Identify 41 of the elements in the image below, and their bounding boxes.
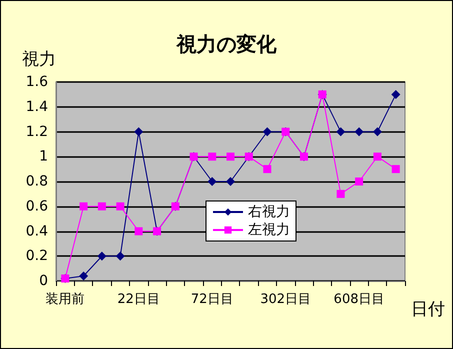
x-axis-title: 日付: [411, 300, 445, 320]
x-tick-label: 装用前: [46, 292, 85, 307]
point: [336, 127, 346, 136]
point: [208, 177, 217, 186]
point: [98, 202, 106, 210]
point: [134, 127, 144, 136]
chart-title: 視力の変化: [176, 32, 278, 56]
point: [97, 252, 106, 261]
point: [354, 127, 364, 136]
y-tick-label: 1: [39, 148, 48, 165]
point: [262, 127, 272, 136]
y-tick-label: 1.2: [26, 124, 48, 140]
y-tick-label: 0.2: [26, 248, 48, 264]
point: [79, 272, 88, 281]
point: [226, 152, 234, 161]
legend-label: 左視力: [248, 222, 290, 238]
point: [372, 127, 382, 136]
x-tick-label: 302日目: [260, 292, 312, 307]
point: [116, 252, 125, 261]
point: [116, 202, 124, 210]
y-tick-label: 0.8: [26, 174, 48, 190]
point: [355, 178, 364, 186]
y-tick-label: 1.6: [26, 74, 48, 90]
point: [134, 227, 143, 236]
point: [391, 90, 400, 99]
point: [373, 152, 382, 161]
y-tick-label: 0: [39, 273, 48, 289]
point: [208, 152, 216, 161]
y-tick-label: 0.4: [26, 223, 48, 240]
x-tick-label: 608日目: [334, 292, 384, 307]
point: [336, 190, 345, 198]
point: [80, 202, 88, 210]
point: [263, 165, 272, 174]
point: [226, 177, 235, 186]
y-tick-label: 1.4: [26, 98, 48, 115]
y-axis-title: 視力: [22, 50, 56, 70]
x-tick-label: 22日目: [117, 292, 160, 307]
legend-label: 右視力: [248, 204, 290, 220]
point: [392, 165, 400, 174]
y-tick-label: 0.6: [26, 198, 48, 214]
x-tick-label: 72日目: [190, 292, 234, 307]
